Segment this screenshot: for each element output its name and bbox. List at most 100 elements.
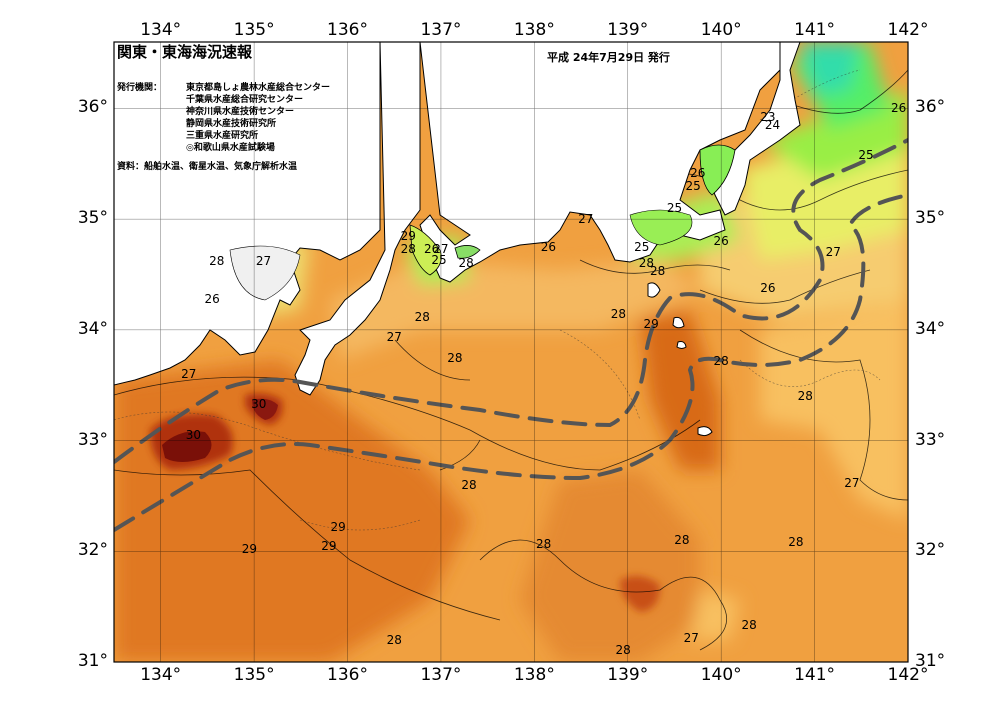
zone-31-kii [252,398,278,420]
temperature-label: 28 [400,242,416,257]
longitude-label-bottom: 136° [327,665,368,685]
issuer-3: 神奈川県水産技術センター [186,107,295,117]
issuer-5: 三重県水産研究所 [186,131,259,141]
temperature-label: 27 [683,630,699,645]
temperature-label: 28 [674,533,690,548]
temperature-label: 28 [209,254,225,269]
temperature-label: 25 [666,201,683,216]
temperature-label: 27 [433,242,449,257]
temperature-label: 28 [615,642,631,657]
island-miyake [676,341,687,349]
temperature-label: 29 [321,538,337,553]
latitude-label-left: 35° [77,208,108,229]
zone-23 [800,42,860,95]
map-title: 関東・東海海況速報 [117,43,253,61]
temperature-label: 28 [788,535,804,550]
land-kanto [709,42,801,216]
latitude-label-left: 32° [77,540,108,561]
issuer-1: 東京都島しょ農林水産総合センター [186,83,331,93]
mikawa-bay [454,245,481,259]
sagami-bay [629,209,693,246]
temperature-label: 28 [741,618,757,633]
temperature-label: 26 [760,280,776,295]
latitude-label-left: 31° [77,651,108,671]
latitude-label-left: 33° [77,429,108,450]
issue-date: 平成 24年7月29日 発行 [547,51,670,64]
temperature-label: 26 [690,165,706,180]
zone-29-patch [620,576,660,612]
zone-27-east [760,300,908,520]
issuer-6: ◎和歌山県水産試験場 [186,143,275,153]
kuroshio-south-edge [114,193,908,532]
kuroshio-north-edge [114,138,908,464]
temperature-label: 29 [330,519,346,534]
temperature-label: 27 [578,212,594,227]
temperature-label: 27 [181,367,197,382]
temperature-label: 28 [386,632,402,647]
temperature-label: 26 [540,239,556,254]
longitude-label-bottom: 142° [887,665,929,685]
longitude-label-bottom: 138° [513,665,555,685]
latitude-label-left: 34° [77,318,108,339]
tokyo-bay [699,144,736,196]
longitude-label-top: 137° [420,20,462,40]
temperature-label: 28 [414,309,430,324]
temperature-label: 25 [858,147,874,162]
temperature-label: 28 [461,477,477,492]
temperature-label: 30 [185,428,202,443]
longitude-label-top: 141° [794,20,836,40]
temperature-label: 29 [241,542,258,557]
longitude-label-top: 138° [513,20,555,40]
temperature-label: 28 [447,350,463,365]
latitude-label-right: 33° [915,429,946,450]
temperature-label: 25 [431,253,447,268]
zone-27-south [690,590,740,640]
map-frame [113,41,909,663]
issuer-4: 静岡県水産技術研究所 [186,119,277,129]
zone-27-coast [330,260,700,360]
land-chubu [419,42,791,283]
latitude-label-right: 34° [915,318,946,339]
longitude-label-bottom: 134° [140,665,182,685]
temperature-label: 29 [400,228,416,243]
longitude-label-bottom: 141° [794,665,836,685]
temperature-label: 28 [650,264,666,279]
longitude-label-bottom: 135° [233,665,275,685]
temperature-label: 28 [638,256,655,271]
temperature-label: 26 [713,234,729,249]
issuer-2: 千葉県水産総合研究センター [186,95,304,105]
temperature-label: 25 [685,178,701,193]
longitude-label-top: 136° [327,20,368,40]
temperature-label: 27 [844,475,860,490]
land-kii-peninsula [294,42,421,396]
temperature-label: 24 [764,118,781,133]
longitude-label-top: 139° [607,20,649,40]
temperature-label: 26 [423,242,440,257]
temperature-label: 28 [797,389,813,404]
temperature-label: 27 [255,254,272,269]
zone-31-west [162,431,212,462]
longitude-label-top: 134° [140,20,182,40]
latitude-label-right: 35° [915,208,946,229]
latitude-label-right: 32° [915,540,946,561]
temperature-label: 26 [891,101,907,116]
longitude-label-bottom: 137° [420,665,462,685]
temperature-label: 23 [760,110,776,125]
longitude-label-bottom: 139° [607,665,649,685]
issuer-label: 発行機関： [117,83,163,93]
temperature-label: 26 [204,291,220,306]
temperature-label: 28 [713,353,729,368]
temperature-label: 27 [825,245,841,260]
longitude-label-bottom: 140° [700,665,742,685]
temperature-label: 28 [536,536,552,551]
latitude-label-right: 31° [915,651,946,671]
ise-bay [409,224,442,276]
temperature-label: 29 [643,317,659,332]
latitude-label-left: 36° [77,97,108,118]
temperature-label: 28 [610,307,627,322]
temperature-label: 28 [458,256,474,271]
longitude-label-top: 140° [700,20,742,40]
zone-29-center [520,470,700,662]
data-source: 資料：船舶水温、衛星水温、気象庁解析水温 [117,162,298,172]
